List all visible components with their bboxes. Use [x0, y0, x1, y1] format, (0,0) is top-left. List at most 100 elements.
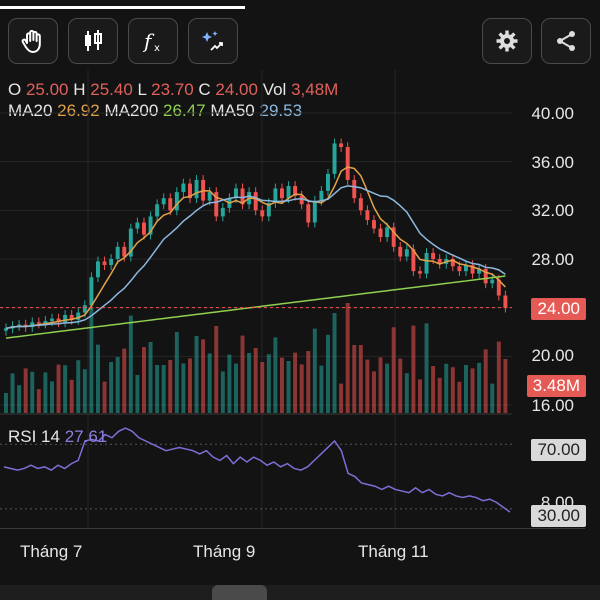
volume-bar	[437, 377, 442, 413]
candle-body	[128, 228, 133, 257]
volume-bar	[365, 359, 370, 413]
volume-bar	[214, 326, 219, 413]
candle-body	[201, 179, 206, 201]
volume-bar	[411, 325, 416, 413]
candle-body	[207, 192, 212, 201]
volume-bar	[352, 345, 357, 413]
price-tick-20: 20.00	[531, 346, 574, 365]
candle-body	[234, 188, 238, 199]
candle-body	[194, 179, 199, 199]
volume-label: Vol	[262, 80, 287, 99]
candle-body	[36, 322, 41, 324]
candle-body	[155, 204, 160, 217]
settings-button[interactable]	[482, 18, 532, 64]
ai-tool-button[interactable]	[188, 18, 238, 64]
volume-bar	[56, 364, 61, 413]
ma50-value: 29.53	[259, 101, 303, 120]
high-value: 25.40	[90, 80, 133, 99]
scrollbar-thumb[interactable]	[212, 585, 267, 600]
ma200-value: 26.47	[163, 101, 206, 120]
axis-separator	[0, 528, 585, 529]
candle-body	[63, 314, 68, 323]
volume-bar	[50, 381, 54, 413]
candle-body	[181, 183, 186, 193]
candle-body	[273, 188, 278, 204]
candle-body	[174, 192, 179, 211]
candle-body	[490, 279, 495, 284]
volume-bar	[240, 335, 245, 413]
volume-bar	[43, 372, 48, 413]
candle-body	[220, 207, 225, 217]
ma200-label: MA200	[104, 101, 159, 120]
candle-body	[352, 179, 357, 199]
volume-bar	[293, 352, 298, 413]
volume-bar	[345, 303, 350, 413]
volume-bar	[122, 348, 127, 413]
candle-body	[437, 259, 442, 264]
volume-bar	[76, 360, 81, 413]
volume-bar	[490, 383, 495, 413]
volume-bar	[404, 373, 409, 413]
candle-body	[115, 246, 120, 259]
candle-body	[122, 246, 127, 257]
volume-bar	[17, 385, 22, 413]
volume-bar	[201, 339, 206, 413]
volume-bar	[280, 357, 284, 413]
candle-body	[96, 261, 100, 278]
close-value: 24.00	[215, 80, 258, 99]
gear-icon	[496, 30, 518, 52]
volume-bar	[148, 342, 153, 413]
price-tick-40: 40.00	[531, 104, 574, 123]
volume-bar	[299, 364, 304, 413]
indicators-button[interactable]: f x	[128, 18, 178, 64]
candle-body	[168, 198, 173, 211]
candle-body	[280, 188, 284, 199]
candle-body	[260, 210, 265, 217]
candle-body	[82, 305, 87, 313]
chart-type-button[interactable]	[68, 18, 118, 64]
volume-bar	[286, 361, 291, 413]
volume-bar	[464, 365, 468, 413]
open-value: 25.00	[25, 80, 69, 99]
close-label: C	[198, 80, 211, 99]
volume-bar	[358, 345, 363, 413]
candle-body	[496, 279, 501, 296]
volume-bar	[312, 328, 317, 413]
rsi-30-tag: 30.00	[531, 505, 586, 527]
volume-bar	[63, 365, 68, 413]
candle-body	[253, 192, 258, 211]
magic-wand-icon	[202, 31, 223, 51]
bottom-scrollbar[interactable]	[0, 585, 600, 600]
volume-bar	[69, 379, 74, 413]
ma20-label: MA20	[8, 101, 53, 120]
volume-bar	[10, 373, 15, 413]
volume-bar	[220, 371, 225, 413]
volume-bar	[477, 362, 482, 413]
volume-bar	[378, 357, 383, 413]
hand-tool-button[interactable]	[8, 18, 58, 64]
candle-body	[76, 312, 81, 320]
volume-bar	[181, 363, 186, 413]
candle-body	[470, 265, 475, 274]
last-price-tag: 24.00	[531, 298, 586, 320]
candle-body	[161, 198, 166, 205]
price-tick-16: 16.00	[531, 396, 574, 415]
candle-body	[299, 195, 304, 205]
share-icon	[557, 31, 575, 51]
candle-body	[43, 321, 48, 324]
volume-bar	[23, 368, 28, 413]
candle-body	[89, 277, 94, 306]
rsi-label: RSI 14	[8, 427, 60, 446]
volume-bar	[332, 313, 337, 413]
volume-value: 3,48M	[291, 80, 339, 99]
candle-body	[358, 198, 363, 211]
volume-bar	[115, 357, 120, 413]
candle-body	[10, 325, 15, 329]
candle-body	[109, 259, 114, 266]
price-tick-32: 32.00	[531, 201, 574, 220]
volume-bar	[168, 360, 173, 413]
share-button[interactable]	[541, 18, 591, 64]
ma20-value: 26.92	[57, 101, 100, 120]
hand-icon	[21, 29, 41, 53]
candle-body	[503, 295, 508, 308]
